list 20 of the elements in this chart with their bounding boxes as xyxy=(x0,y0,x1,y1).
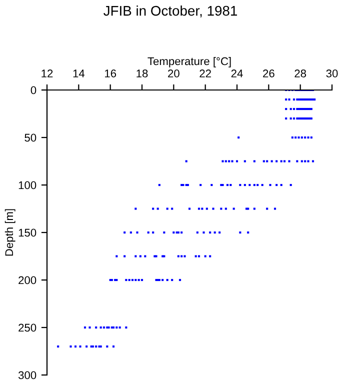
x-tick-label: 16 xyxy=(105,70,116,78)
y-tick-label: 300 xyxy=(18,371,36,380)
y-tick-label: 0 xyxy=(30,86,36,94)
y-tick-label: 50 xyxy=(24,134,36,142)
y-tick-label: 100 xyxy=(18,181,36,190)
x-axis-title: Temperature [°C] xyxy=(148,57,231,68)
chart-title: JFIB in October, 1981 xyxy=(104,6,237,18)
x-tick-label: 14 xyxy=(73,70,85,78)
x-tick-label: 18 xyxy=(136,70,148,78)
y-axis-title: Depth [m] xyxy=(4,209,16,256)
x-tick-label: 20 xyxy=(168,70,180,78)
x-tick-label: 22 xyxy=(200,70,211,78)
y-tick-label: 250 xyxy=(18,324,36,332)
x-tick-label: 24 xyxy=(231,70,243,78)
x-tick-label: 30 xyxy=(326,70,338,78)
y-tick-label: 200 xyxy=(18,276,36,284)
y-tick-label: 150 xyxy=(18,228,36,237)
x-tick-label: 26 xyxy=(263,70,274,78)
x-tick-label: 28 xyxy=(294,70,306,78)
x-tick-label: 12 xyxy=(42,70,53,78)
